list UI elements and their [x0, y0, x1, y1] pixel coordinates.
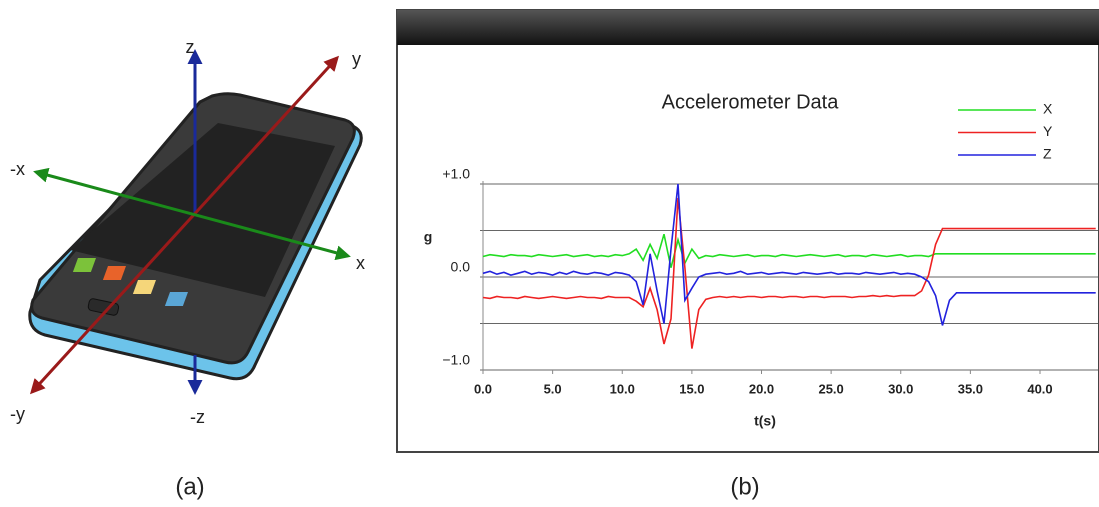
x-tick-label: 0.0 — [474, 381, 492, 396]
legend-label: Y — [1043, 123, 1053, 139]
x-tick-label: 35.0 — [958, 381, 983, 396]
series-line — [482, 183, 1096, 326]
x-tick-label: 25.0 — [818, 381, 843, 396]
chart-title: Accelerometer Data — [662, 91, 840, 113]
x-tick-label: 40.0 — [1027, 381, 1052, 396]
window-bar — [397, 10, 1099, 45]
legend-label: X — [1043, 101, 1053, 117]
x-axis-label: t(s) — [754, 413, 776, 429]
series-line — [482, 197, 1096, 349]
x-tick-label: 15.0 — [679, 381, 704, 396]
axis-label: -z — [190, 407, 205, 427]
y-tick-label: −1.0 — [442, 352, 470, 368]
caption: (a) — [175, 473, 204, 500]
axis-label: -y — [10, 404, 25, 424]
legend-label: Z — [1043, 146, 1052, 162]
y-tick-label: 0.0 — [451, 259, 471, 275]
x-tick-label: 10.0 — [610, 381, 635, 396]
x-tick-label: 20.0 — [749, 381, 774, 396]
y-tick-label: +1.0 — [442, 166, 470, 182]
axis-label: y — [352, 49, 361, 69]
axis-label: z — [186, 37, 195, 57]
y-axis-label: g — [424, 229, 433, 245]
series-line — [482, 233, 1096, 268]
x-axis-arrow — [33, 167, 351, 261]
x-tick-label: 5.0 — [544, 381, 562, 396]
caption: (b) — [730, 473, 759, 500]
axis-label: x — [356, 253, 365, 273]
axis-label: -x — [10, 159, 25, 179]
x-tick-label: 30.0 — [888, 381, 913, 396]
